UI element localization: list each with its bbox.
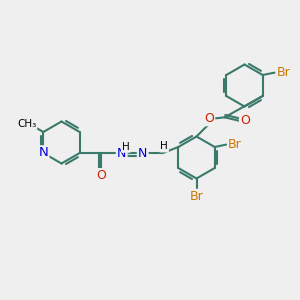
Text: Br: Br: [277, 66, 291, 79]
Text: O: O: [240, 114, 250, 128]
Text: N: N: [117, 146, 126, 160]
Text: Br: Br: [228, 138, 242, 151]
Text: H: H: [122, 142, 130, 152]
Text: O: O: [96, 169, 106, 182]
Text: N: N: [38, 146, 48, 160]
Text: H: H: [160, 141, 168, 152]
Text: O: O: [204, 112, 214, 125]
Text: Br: Br: [190, 190, 203, 203]
Text: N: N: [138, 146, 147, 160]
Text: CH₃: CH₃: [17, 119, 36, 129]
